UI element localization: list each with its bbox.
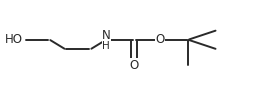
Text: N: N: [102, 29, 111, 42]
Text: O: O: [130, 59, 139, 72]
Text: H: H: [102, 41, 110, 51]
Text: HO: HO: [5, 33, 23, 46]
Text: O: O: [155, 33, 165, 46]
